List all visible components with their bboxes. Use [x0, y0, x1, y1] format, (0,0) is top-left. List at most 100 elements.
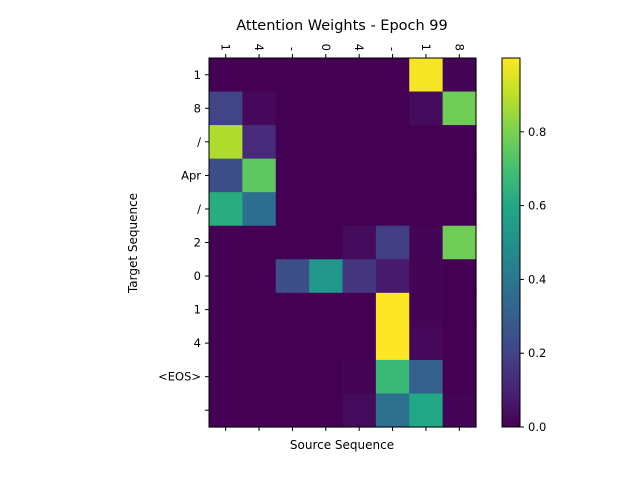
x-tick-label: 1 [219, 44, 233, 51]
heatmap-cell [275, 192, 310, 227]
heatmap-cell [209, 225, 243, 260]
heatmap-cell [275, 158, 310, 193]
y-tick-label: <EOS> [158, 370, 201, 384]
heatmap-cell [375, 225, 410, 260]
heatmap-cell [442, 359, 477, 395]
heatmap-cell [342, 393, 377, 428]
heatmap-cell [342, 192, 377, 227]
heatmap-cell [442, 58, 477, 93]
heatmap-cell [409, 91, 444, 126]
y-tick-label: Apr [181, 168, 201, 182]
heatmap-cell [409, 326, 444, 361]
heatmap-cell [409, 158, 444, 193]
heatmap-cell [442, 125, 477, 160]
heatmap-cell [242, 359, 277, 395]
x-tick-label: 4 [352, 44, 366, 51]
chart-title: Attention Weights - Epoch 99 [236, 18, 448, 34]
heatmap-cell [375, 58, 410, 93]
heatmap-cell [409, 359, 444, 395]
heatmap-cell [442, 91, 477, 126]
heatmap-cell [375, 259, 410, 294]
heatmap-cell [309, 326, 344, 361]
heatmap-cell [442, 192, 477, 227]
heatmap-cell [342, 158, 377, 193]
heatmap-cell [342, 58, 377, 93]
heatmap-cell [442, 158, 477, 193]
heatmap-cell [309, 393, 344, 428]
heatmap-cell [275, 259, 310, 294]
heatmap-cell [342, 125, 377, 160]
heatmap-cell [342, 225, 377, 260]
heatmap-cell [309, 58, 344, 93]
heatmap-cell [275, 91, 310, 126]
heatmap-cell [209, 125, 243, 160]
heatmap-cell [309, 192, 344, 227]
y-tick-label: 8 [194, 101, 201, 115]
heatmap-cell [409, 192, 444, 227]
heatmap-cell [242, 58, 277, 93]
y-tick-label: / [197, 202, 201, 216]
y-axis-ticks: 1 8 / Apr / 2 0 1 4 <EOS> [158, 68, 209, 411]
heatmap-cell [242, 225, 277, 260]
heatmap-cell [342, 91, 377, 126]
y-tick-label: 1 [194, 68, 201, 82]
heatmap-cell [409, 225, 444, 260]
x-tick-label: - [285, 47, 299, 51]
heatmap-cell [309, 292, 344, 327]
heatmap-cell [275, 393, 310, 428]
heatmap-cell [275, 225, 310, 260]
heatmap-cell [275, 359, 310, 395]
y-tick-label: 1 [194, 303, 201, 317]
heatmap-cell [375, 292, 410, 327]
heatmap-cell [442, 225, 477, 260]
heatmap-cell [209, 158, 243, 193]
heatmap-cell [309, 125, 344, 160]
heatmap-cell [275, 292, 310, 327]
heatmap-cell [209, 326, 243, 361]
colorbar-tick-label: 0.6 [528, 199, 546, 213]
heatmap-cell [209, 91, 243, 126]
heatmap-cell [209, 259, 243, 294]
heatmap-cell [275, 125, 310, 160]
colorbar [501, 57, 521, 428]
heatmap-cell [342, 259, 377, 294]
heatmap-cell [309, 158, 344, 193]
heatmap-cell [242, 259, 277, 294]
y-axis-label: Target Sequence [126, 193, 140, 294]
heatmap-cell [242, 158, 277, 193]
heatmap-cell [409, 58, 444, 93]
heatmap-cell [242, 292, 277, 327]
colorbar-ticks: 0.0 0.2 0.4 0.6 0.8 [520, 125, 546, 434]
x-tick-label: - [386, 47, 400, 51]
heatmap-cell [409, 393, 444, 428]
heatmap-cell [209, 192, 243, 227]
y-tick-label: 2 [194, 236, 201, 250]
heatmap-cell [209, 359, 243, 395]
heatmap-cell [375, 359, 410, 395]
heatmap-cell [375, 91, 410, 126]
heatmap-cell [242, 326, 277, 361]
heatmap-cell [209, 292, 243, 327]
y-tick-label: 0 [194, 269, 201, 283]
colorbar-tick-label: 0.0 [528, 420, 546, 434]
heatmap-cell [342, 359, 377, 395]
heatmap-cell [409, 259, 444, 294]
x-tick-label: 8 [452, 44, 466, 51]
heatmap-cell [275, 58, 310, 93]
heatmap-cell [209, 58, 243, 93]
y-tick-label: 4 [194, 336, 201, 350]
colorbar-tick-label: 0.4 [528, 272, 546, 286]
x-tick-label: 4 [252, 44, 266, 51]
heatmap-cell [442, 292, 477, 327]
heatmap-cell [242, 125, 277, 160]
heatmap-cell [375, 192, 410, 227]
x-axis-label: Source Sequence [290, 438, 394, 452]
heatmap-cell [342, 292, 377, 327]
heatmap-cell [242, 192, 277, 227]
colorbar-tick-label: 0.2 [528, 346, 546, 360]
heatmap-cell [309, 259, 344, 294]
colorbar-tick-label: 0.8 [528, 125, 546, 139]
heatmap-cell [309, 359, 344, 395]
heatmap-cell [375, 125, 410, 160]
